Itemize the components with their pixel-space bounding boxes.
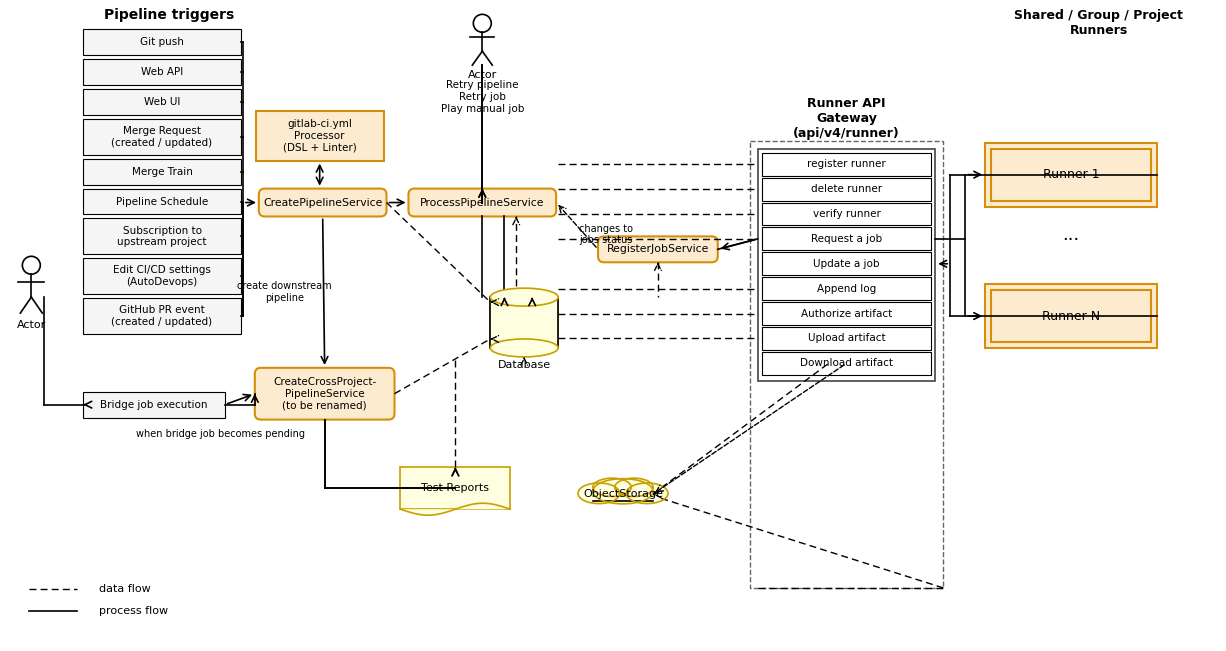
FancyBboxPatch shape [761, 352, 932, 375]
Text: Merge Request
(created / updated): Merge Request (created / updated) [112, 126, 212, 148]
Text: Runner N: Runner N [1042, 309, 1100, 322]
Text: when bridge job becomes pending: when bridge job becomes pending [136, 428, 305, 439]
FancyBboxPatch shape [259, 189, 386, 217]
Text: Database: Database [498, 360, 550, 370]
Text: GitHub PR event
(created / updated): GitHub PR event (created / updated) [112, 305, 212, 327]
Text: Retry pipeline
Retry job
Play manual job: Retry pipeline Retry job Play manual job [440, 80, 524, 113]
FancyBboxPatch shape [83, 298, 240, 334]
FancyBboxPatch shape [256, 111, 384, 161]
FancyBboxPatch shape [83, 59, 240, 85]
FancyBboxPatch shape [83, 258, 240, 294]
FancyBboxPatch shape [991, 290, 1151, 342]
Text: Runner 1: Runner 1 [1042, 168, 1100, 181]
Text: changes to
jobs status: changes to jobs status [579, 223, 633, 245]
Text: CreatePipelineService: CreatePipelineService [262, 197, 383, 208]
Text: Bridge job execution: Bridge job execution [101, 400, 207, 409]
FancyBboxPatch shape [761, 302, 932, 325]
Ellipse shape [614, 478, 653, 497]
Text: Download artifact: Download artifact [801, 358, 893, 368]
Text: Shared / Group / Project
Runners: Shared / Group / Project Runners [1014, 9, 1183, 37]
Ellipse shape [490, 288, 558, 306]
Text: ProcessPipelineService: ProcessPipelineService [421, 197, 544, 208]
Text: Request a job: Request a job [810, 234, 881, 244]
FancyBboxPatch shape [83, 159, 240, 185]
FancyBboxPatch shape [761, 227, 932, 251]
Text: Upload artifact: Upload artifact [808, 333, 885, 344]
Text: gitlab-ci.yml
Processor
(DSL + Linter): gitlab-ci.yml Processor (DSL + Linter) [283, 119, 357, 152]
FancyBboxPatch shape [401, 467, 510, 509]
Ellipse shape [577, 483, 619, 504]
Text: Pipeline triggers: Pipeline triggers [104, 8, 234, 22]
Text: Merge Train: Merge Train [131, 167, 192, 176]
Text: create downstream
pipeline: create downstream pipeline [238, 281, 332, 303]
FancyBboxPatch shape [83, 219, 240, 255]
Text: Git push: Git push [140, 37, 184, 48]
Text: Append log: Append log [817, 284, 877, 294]
Text: process flow: process flow [99, 606, 168, 616]
FancyBboxPatch shape [83, 392, 224, 417]
Text: CreateCrossProject-
PipelineService
(to be renamed): CreateCrossProject- PipelineService (to … [273, 377, 376, 410]
Bar [593, 492, 652, 501]
FancyBboxPatch shape [991, 149, 1151, 201]
Bar [490, 297, 558, 348]
FancyBboxPatch shape [758, 149, 935, 381]
Text: Web API: Web API [141, 67, 183, 77]
Ellipse shape [593, 478, 631, 497]
Ellipse shape [490, 339, 558, 357]
FancyBboxPatch shape [761, 277, 932, 300]
FancyBboxPatch shape [761, 253, 932, 275]
FancyBboxPatch shape [761, 178, 932, 201]
Text: Subscription to
upstream project: Subscription to upstream project [118, 226, 207, 247]
Text: RegisterJobService: RegisterJobService [607, 244, 709, 255]
FancyBboxPatch shape [986, 143, 1157, 206]
FancyBboxPatch shape [83, 89, 240, 115]
Text: Actor: Actor [17, 320, 45, 330]
Text: Pipeline Schedule: Pipeline Schedule [116, 197, 208, 206]
Ellipse shape [626, 483, 668, 504]
Text: Edit CI/CD settings
(AutoDevops): Edit CI/CD settings (AutoDevops) [113, 266, 211, 287]
Text: verify runner: verify runner [813, 209, 880, 219]
FancyBboxPatch shape [761, 153, 932, 176]
FancyBboxPatch shape [761, 327, 932, 350]
Bar [490, 297, 558, 348]
FancyBboxPatch shape [761, 202, 932, 225]
FancyBboxPatch shape [83, 29, 240, 55]
Text: Web UI: Web UI [143, 97, 180, 107]
Text: delete runner: delete runner [810, 184, 881, 194]
Text: ObjectStorage: ObjectStorage [584, 490, 663, 499]
Text: Update a job: Update a job [813, 258, 880, 269]
Text: data flow: data flow [99, 584, 151, 594]
Text: ...: ... [1063, 227, 1080, 244]
FancyBboxPatch shape [986, 284, 1157, 348]
FancyBboxPatch shape [83, 119, 240, 155]
Text: Test Reports: Test Reports [422, 483, 489, 493]
Text: Actor: Actor [467, 70, 497, 80]
FancyBboxPatch shape [598, 236, 717, 262]
FancyBboxPatch shape [255, 368, 395, 420]
Text: Runner API
Gateway
(api/v4/runner): Runner API Gateway (api/v4/runner) [793, 98, 900, 141]
FancyBboxPatch shape [408, 189, 557, 217]
FancyBboxPatch shape [83, 189, 240, 214]
Text: register runner: register runner [807, 159, 886, 169]
Text: Authorize artifact: Authorize artifact [801, 309, 893, 318]
Ellipse shape [593, 478, 653, 504]
